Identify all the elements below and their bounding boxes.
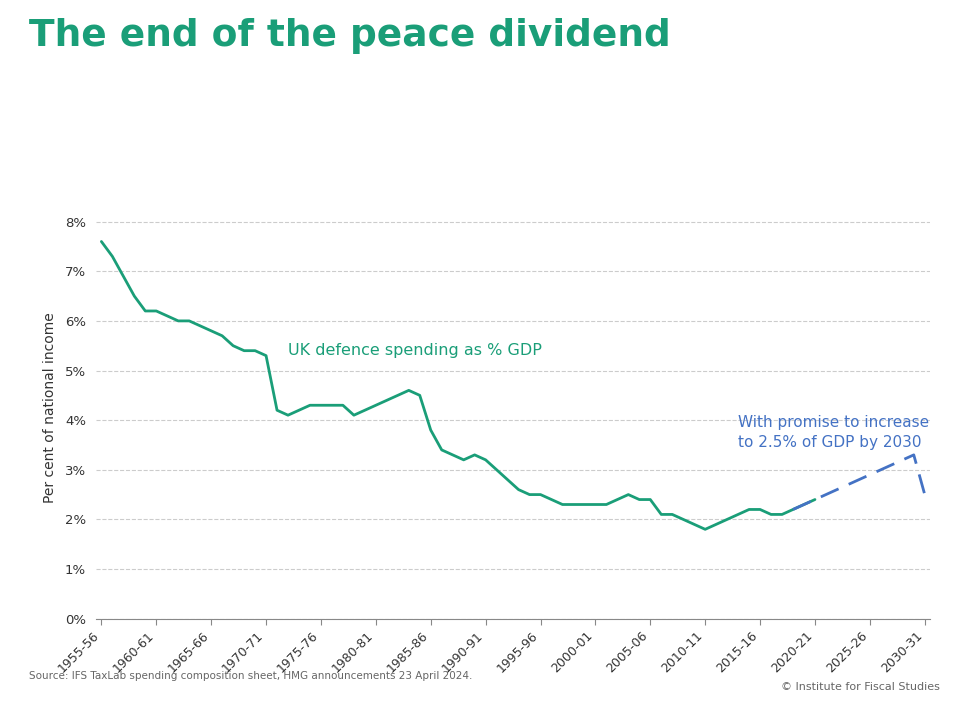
- Text: © Institute for Fiscal Studies: © Institute for Fiscal Studies: [781, 683, 940, 692]
- Text: Source: IFS TaxLab spending composition sheet, HMG announcements 23 April 2024.: Source: IFS TaxLab spending composition …: [29, 671, 472, 681]
- Text: The end of the peace dividend: The end of the peace dividend: [29, 18, 670, 53]
- Y-axis label: Per cent of national income: Per cent of national income: [43, 312, 57, 503]
- Text: UK defence spending as % GDP: UK defence spending as % GDP: [288, 343, 542, 358]
- Text: With promise to increase
to 2.5% of GDP by 2030: With promise to increase to 2.5% of GDP …: [738, 415, 929, 450]
